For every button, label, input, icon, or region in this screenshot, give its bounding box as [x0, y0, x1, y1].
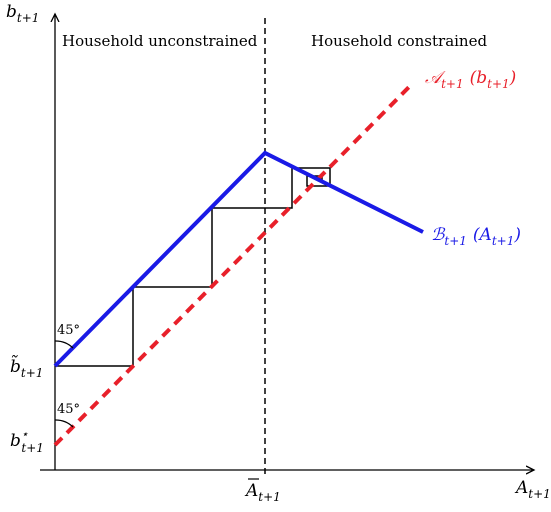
x-axis-label: At+1 [514, 478, 551, 501]
region-right-label: Household constrained [311, 32, 487, 50]
curve-A-label: 𝒜t+1 (bt+1) [425, 68, 516, 91]
curve-B-line [53, 150, 424, 368]
y-axis-label: bt+1 [6, 2, 39, 25]
region-left-label: Household unconstrained [62, 32, 258, 50]
curve-A-line [53, 84, 412, 447]
angle-label-top: 45° [57, 323, 80, 338]
angle-arc-top [54, 340, 74, 349]
b-tilde-label: b̃t+1 [10, 355, 43, 380]
angle-label-bottom: 45° [57, 402, 80, 417]
threshold-label: At+1 [244, 481, 281, 504]
b-star-label: b⋆ t+1 [10, 427, 44, 455]
curve-B-label: ℬt+1 (At+1) [431, 225, 521, 248]
staircase-path [55, 167, 331, 367]
angle-arc-bottom [54, 419, 74, 428]
